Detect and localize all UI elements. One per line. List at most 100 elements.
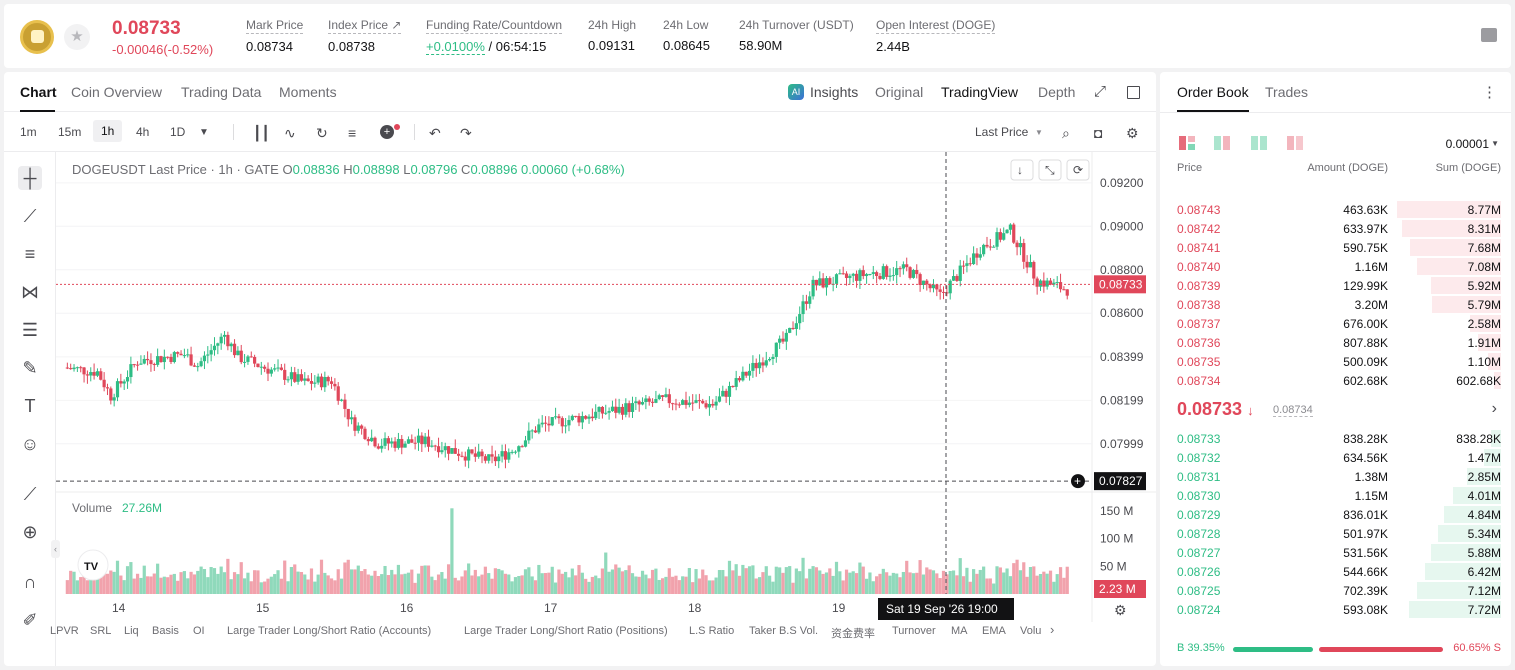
collapse-button[interactable] — [1038, 159, 1062, 181]
ask-row[interactable]: 0.08736 807.88K 1.91M — [1160, 333, 1511, 352]
brush-icon[interactable]: ✎ — [22, 358, 38, 378]
bid-row[interactable]: 0.08732 634.56K 1.47M — [1160, 448, 1511, 467]
camera-icon[interactable]: ◘ — [1094, 125, 1103, 141]
indicator-ls-accounts[interactable]: Large Trader Long/Short Ratio (Accounts) — [227, 625, 432, 637]
tab-trading-data[interactable]: Trading Data — [181, 84, 262, 100]
reset-view-button[interactable] — [1066, 159, 1090, 181]
horizontal-lines-icon[interactable]: ≡ — [24, 244, 36, 264]
favorite-star-icon[interactable]: ★ — [64, 24, 90, 50]
stat-mark-price[interactable]: Mark Price 0.08734 — [246, 18, 304, 54]
pencil-lock-icon[interactable]: ✐ — [22, 610, 38, 630]
bid-row[interactable]: 0.08733 838.28K 838.28K — [1160, 429, 1511, 448]
stat-funding-rate[interactable]: Funding Rate/Countdown +0.0100% / 06:54:… — [426, 18, 563, 55]
crosshair-icon[interactable]: ┼ — [18, 166, 42, 190]
bid-row[interactable]: 0.08728 501.97K 5.34M — [1160, 524, 1511, 543]
timeframe-15m[interactable]: 15m — [58, 125, 82, 139]
ask-row[interactable]: 0.08741 590.75K 7.68M — [1160, 238, 1511, 257]
bid-row[interactable]: 0.08727 531.56K 5.88M — [1160, 543, 1511, 562]
indicators-icon[interactable]: ∿ — [284, 125, 296, 141]
bid-row[interactable]: 0.08729 836.01K 4.84M — [1160, 505, 1511, 524]
ask-row[interactable]: 0.08735 500.09K 1.10M — [1160, 352, 1511, 371]
bid-row[interactable]: 0.08726 544.66K 6.42M — [1160, 562, 1511, 581]
trend-line-icon[interactable]: ⟋ — [23, 206, 37, 226]
indicator-funding-rate[interactable]: 资金费率 — [831, 628, 875, 640]
ask-row[interactable]: 0.08739 129.99K 5.92M — [1160, 276, 1511, 295]
ask-row[interactable]: 0.08742 633.97K 8.31M — [1160, 219, 1511, 238]
indicator-turnover[interactable]: Turnover — [892, 625, 936, 637]
undo-icon[interactable]: ↶ — [429, 125, 441, 141]
compact-view-icon[interactable] — [1214, 136, 1230, 150]
ask-row[interactable]: 0.08740 1.16M 7.08M — [1160, 257, 1511, 276]
indicator-ls-positions[interactable]: Large Trader Long/Short Ratio (Positions… — [464, 625, 668, 637]
ask-row[interactable]: 0.08737 676.00K 2.58M — [1160, 314, 1511, 333]
ask-row[interactable]: 0.08738 3.20M 5.79M — [1160, 295, 1511, 314]
bid-row[interactable]: 0.08731 1.38M 2.85M — [1160, 467, 1511, 486]
indicator-oi[interactable]: OI — [193, 625, 205, 637]
timeframe-1d[interactable]: 1D — [170, 125, 186, 139]
candlestick-chart[interactable]: 0.09200 0.09000 0.08800 0.08600 0.08399 0.081… — [56, 152, 1156, 622]
search-icon[interactable]: ⌕ — [1062, 125, 1070, 141]
indicator-ls-ratio[interactable]: L.S Ratio — [689, 625, 735, 637]
stat-index-price[interactable]: Index Price ↗ 0.08738 — [328, 18, 402, 54]
add-indicator-icon[interactable]: + — [380, 125, 394, 139]
indicator-ema[interactable]: EMA — [982, 625, 1006, 637]
ask-row[interactable]: 0.08734 602.68K 602.68K — [1160, 371, 1511, 390]
bid-row[interactable]: 0.08724 593.08K 7.72M — [1160, 600, 1511, 619]
collapse-toolbar-icon[interactable]: ‹ — [51, 540, 60, 558]
ruler-icon[interactable]: ⟋ — [23, 484, 37, 504]
window-icon[interactable] — [1127, 86, 1140, 99]
asks-only-view-icon[interactable] — [1287, 136, 1303, 150]
emoji-icon[interactable]: ☺ — [20, 434, 40, 454]
indicator-srl[interactable]: SRL — [90, 625, 112, 637]
bids-only-view-icon[interactable] — [1251, 136, 1267, 150]
magnet-icon[interactable]: ∩ — [23, 572, 37, 592]
view-tradingview[interactable]: TradingView — [941, 84, 1019, 100]
indicator-taker-vol[interactable]: Taker B.S Vol. — [749, 625, 819, 637]
tab-coin-overview[interactable]: Coin Overview — [71, 84, 163, 100]
gear-icon[interactable]: ⚙ — [1126, 125, 1139, 141]
price-source-select[interactable]: Last Price — [975, 125, 1029, 139]
layout-icon[interactable]: ≡ — [348, 125, 357, 141]
both-sides-view-icon[interactable] — [1179, 136, 1195, 150]
scroll-down-button[interactable] — [1010, 159, 1034, 181]
candle-type-icon[interactable]: ┃┃ — [253, 125, 270, 141]
timeframe-1h[interactable]: 1h — [93, 120, 123, 142]
redo-icon[interactable]: ↷ — [460, 125, 472, 141]
text-tool-icon[interactable]: T — [24, 396, 36, 416]
chevron-down-icon[interactable]: ▼ — [1491, 139, 1499, 148]
tab-moments[interactable]: Moments — [279, 84, 337, 100]
chevron-down-icon[interactable]: ▼ — [199, 127, 209, 138]
tab-trades[interactable]: Trades — [1265, 84, 1309, 100]
timeframe-4h[interactable]: 4h — [136, 125, 150, 139]
order-price: 0.08728 — [1177, 527, 1221, 541]
chevron-right-icon[interactable]: › — [1491, 400, 1497, 417]
view-insights[interactable]: Insights — [810, 84, 859, 100]
zoom-in-icon[interactable]: ⊕ — [22, 522, 38, 542]
pattern-icon[interactable]: ⋈ — [21, 282, 39, 302]
contract-info-icon[interactable] — [1481, 28, 1497, 42]
tab-chart[interactable]: Chart — [20, 84, 57, 100]
expand-icon[interactable]: ⤢ — [1094, 83, 1107, 100]
indicator-lpvr[interactable]: LPVR — [50, 625, 79, 637]
indicator-basis[interactable]: Basis — [152, 625, 179, 637]
indicator-volume[interactable]: Volu — [1020, 625, 1042, 637]
view-original[interactable]: Original — [875, 84, 924, 100]
indicator-ma[interactable]: MA — [951, 625, 968, 637]
view-depth[interactable]: Depth — [1038, 84, 1076, 100]
tab-order-book[interactable]: Order Book — [1177, 84, 1249, 100]
more-options-icon[interactable]: ⋮ — [1482, 84, 1497, 101]
timeframe-1m[interactable]: 1m — [20, 125, 37, 139]
refresh-icon[interactable]: ↻ — [316, 125, 328, 141]
volume-bar — [664, 576, 668, 594]
order-sum: 2.58M — [1467, 317, 1501, 331]
add-alert-button[interactable] — [1071, 474, 1085, 489]
chevron-down-icon[interactable]: ▼ — [1035, 128, 1043, 137]
stat-open-interest[interactable]: Open Interest (DOGE) 2.44B — [876, 18, 996, 54]
bid-row[interactable]: 0.08730 1.15M 4.01M — [1160, 486, 1511, 505]
bid-row[interactable]: 0.08725 702.39K 7.12M — [1160, 581, 1511, 600]
indicator-liq[interactable]: Liq — [124, 625, 139, 637]
chevron-right-icon[interactable]: › — [1050, 622, 1055, 637]
precision-select[interactable]: 0.00001 — [1445, 137, 1489, 151]
ask-row[interactable]: 0.08743 463.63K 8.77M — [1160, 200, 1511, 219]
fib-icon[interactable]: ☰ — [21, 320, 39, 340]
